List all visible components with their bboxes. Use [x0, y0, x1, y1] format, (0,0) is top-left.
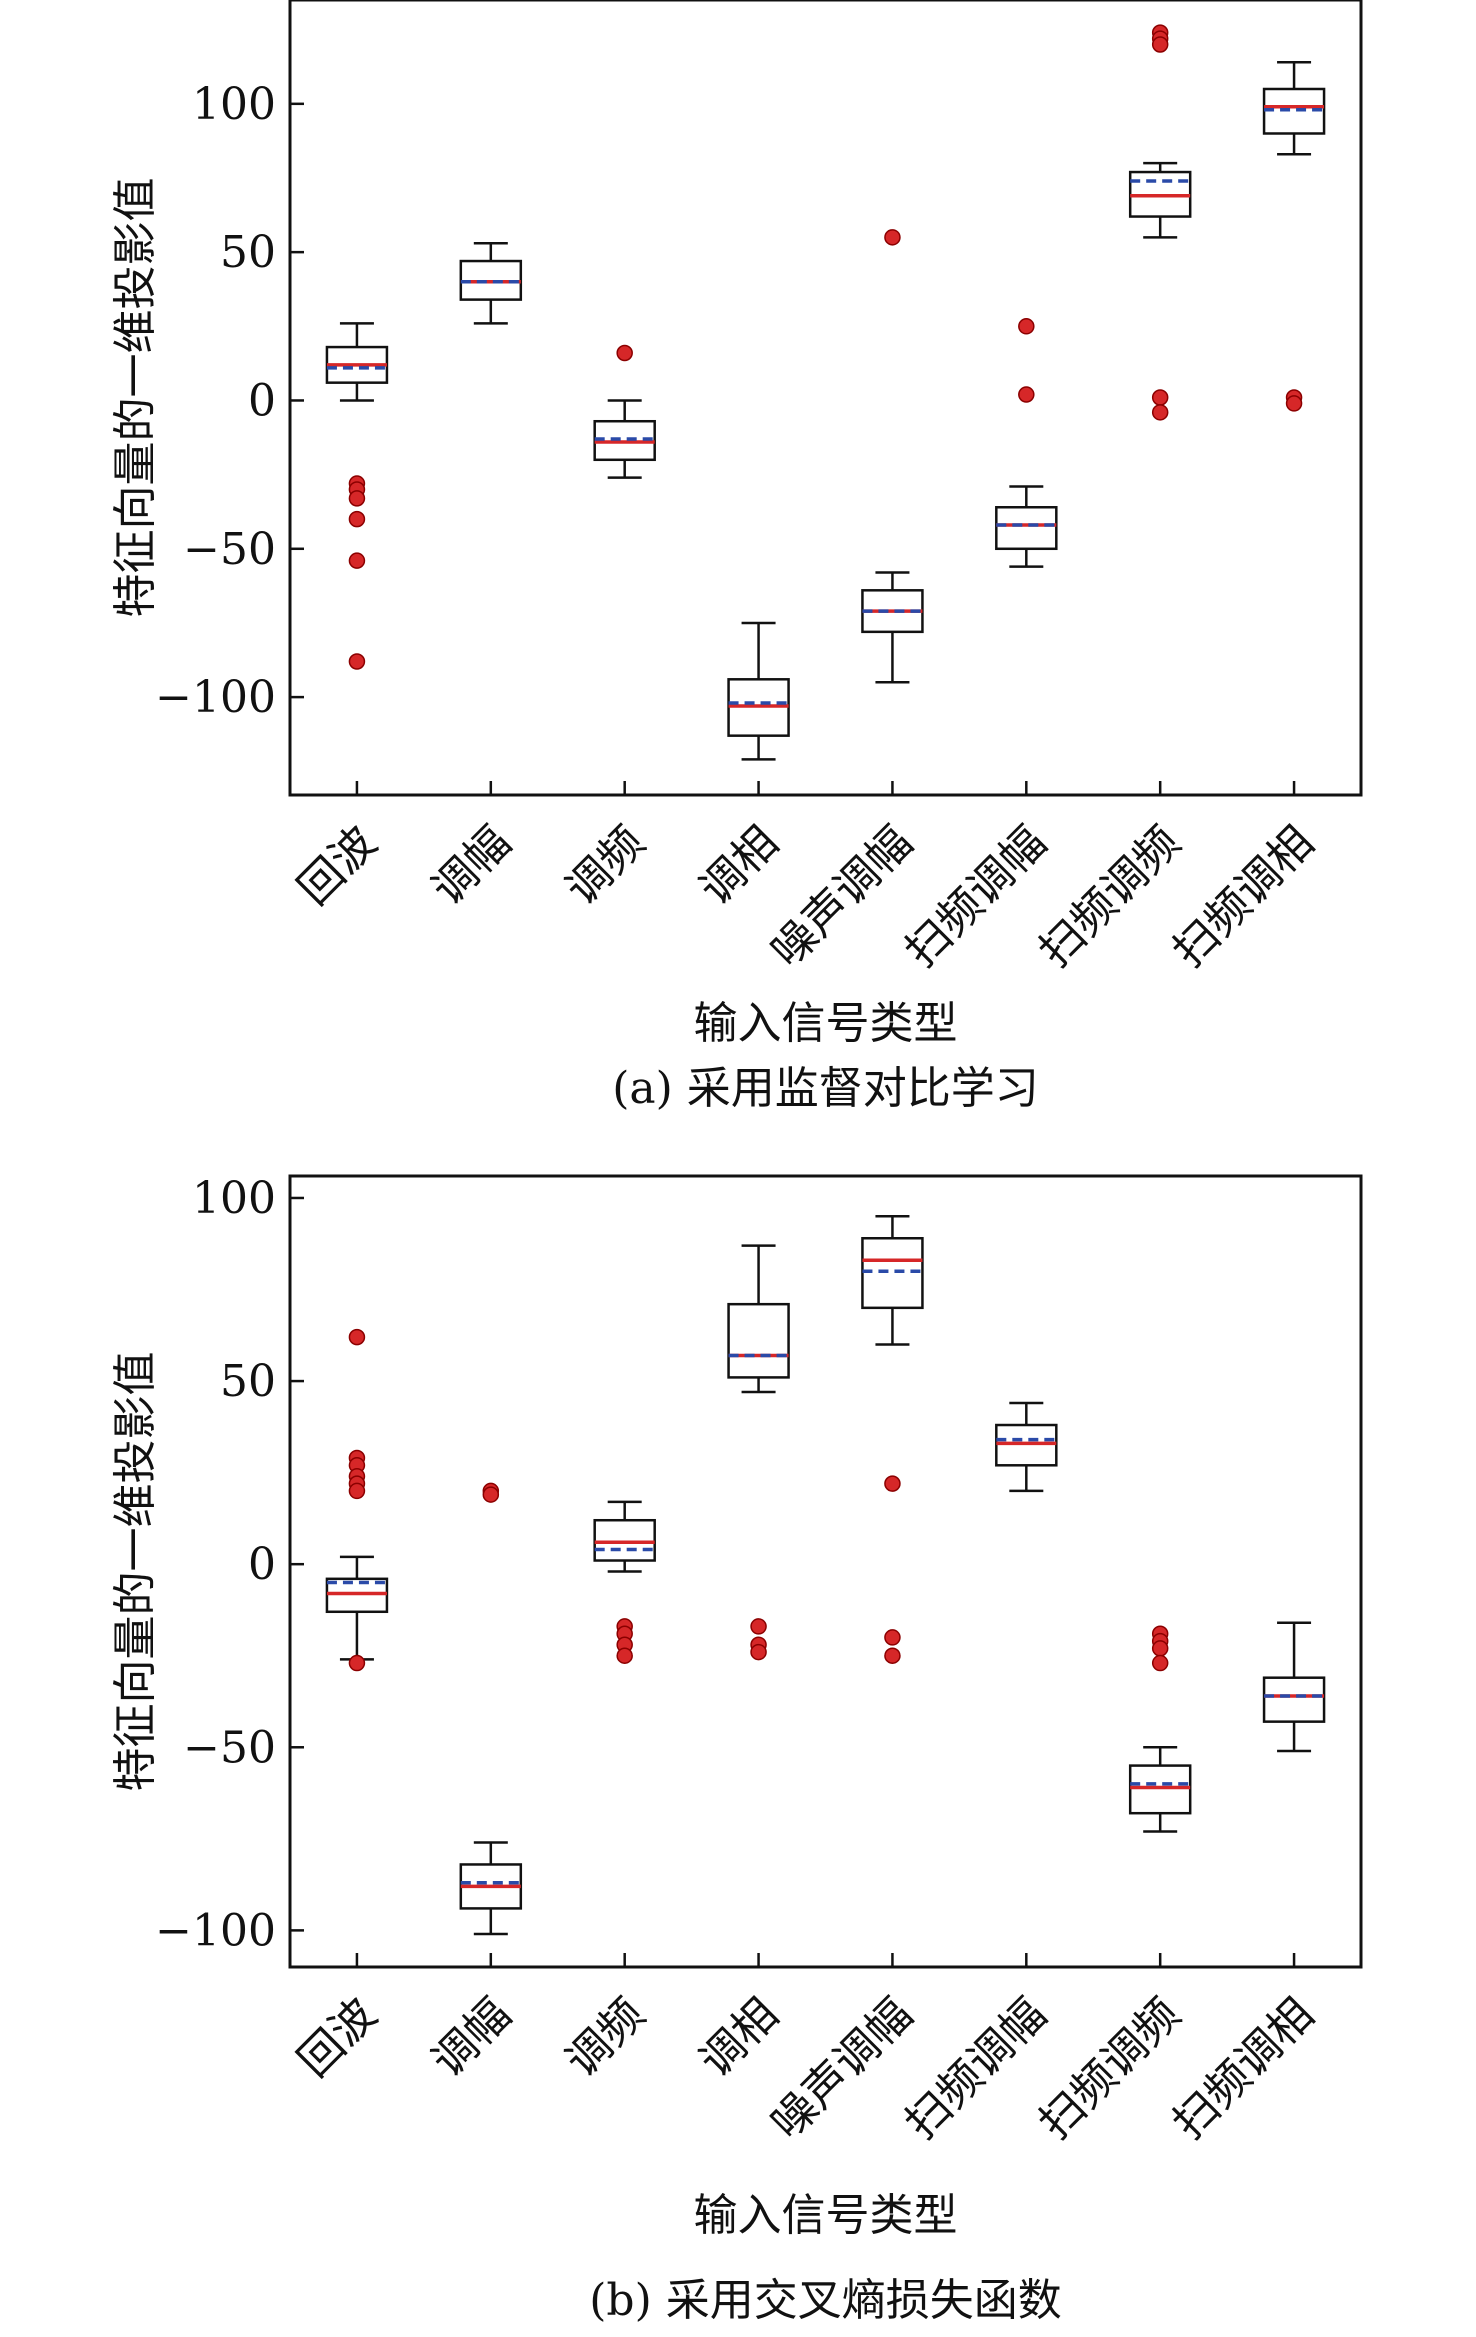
box-iqr — [995, 506, 1058, 551]
outlier-point — [1151, 36, 1169, 53]
box-iqr — [325, 1577, 389, 1614]
outlier-point — [1018, 386, 1035, 403]
box-iqr — [727, 1302, 790, 1379]
x-tick-label: 扫频调幅 — [896, 817, 1057, 978]
x-tick-label: 回波 — [288, 1989, 386, 2087]
box-iqr — [1128, 1764, 1192, 1815]
x-tick-label: 扫频调相 — [1163, 1989, 1324, 2150]
box-回波 — [325, 322, 389, 670]
outlier-point — [884, 229, 901, 246]
x-tick-label: 扫频调相 — [1163, 817, 1324, 978]
x-tick-label: 调幅 — [422, 1989, 520, 2087]
y-axis-label: 特征向量的一维投影值 — [110, 1352, 161, 1792]
x-axis-label: 输入信号类型 — [694, 998, 958, 1049]
box-扫频调幅 — [995, 1401, 1058, 1493]
figure-caption: (b) 采用交叉熵损失函数 — [589, 2275, 1061, 2326]
x-tick-label: 调频 — [556, 1989, 654, 2087]
outlier-point — [616, 344, 633, 362]
plot-frame — [288, 0, 1363, 797]
box-调相 — [727, 621, 790, 761]
x-tick-label: 扫频调频 — [1029, 1989, 1190, 2150]
x-tick-label: 回波 — [288, 817, 386, 915]
y-tick-label: 50 — [220, 227, 276, 278]
plot-frame — [288, 1174, 1363, 1969]
x-tick-label: 噪声调幅 — [762, 817, 923, 978]
outlier-point — [1151, 1640, 1169, 1657]
outlier-point — [348, 552, 366, 569]
y-tick-label: 100 — [192, 79, 276, 130]
box-调相 — [727, 1244, 790, 1661]
box-噪声调幅 — [861, 1215, 924, 1664]
box-扫频调幅 — [995, 318, 1058, 568]
outlier-point — [750, 1618, 767, 1635]
outlier-point — [482, 1486, 500, 1503]
outlier-point — [884, 1475, 901, 1492]
x-tick-label: 扫频调频 — [1029, 817, 1190, 978]
outlier-point — [884, 1629, 901, 1646]
outlier-point — [348, 653, 366, 670]
y-tick-label: −100 — [155, 1905, 276, 1956]
box-扫频调相 — [1262, 1621, 1326, 1753]
outlier-point — [348, 510, 366, 528]
outlier-point — [1151, 389, 1169, 406]
outlier-point — [750, 1643, 767, 1661]
box-iqr — [995, 1423, 1058, 1467]
x-tick-label: 调相 — [690, 817, 788, 915]
box-扫频调频 — [1128, 24, 1192, 421]
box-回波 — [325, 1328, 389, 1672]
box-iqr — [861, 1237, 924, 1310]
box-iqr — [1262, 1676, 1326, 1723]
y-tick-label: 100 — [192, 1173, 276, 1224]
outlier-point — [1151, 404, 1169, 421]
outlier-point — [616, 1647, 633, 1664]
y-tick-label: 0 — [248, 1539, 276, 1590]
y-tick-label: 50 — [220, 1356, 276, 1407]
outlier-point — [348, 1482, 366, 1500]
y-tick-label: −100 — [155, 672, 276, 723]
outlier-point — [1018, 318, 1035, 335]
box-调频 — [593, 344, 656, 479]
box-扫频调相 — [1262, 61, 1326, 412]
outlier-point — [348, 1654, 366, 1672]
x-tick-label: 噪声调幅 — [762, 1989, 923, 2150]
x-axis-label: 输入信号类型 — [694, 2190, 958, 2241]
box-噪声调幅 — [861, 229, 924, 684]
y-tick-label: 0 — [248, 375, 276, 426]
y-tick-label: −50 — [183, 1722, 276, 1773]
box-调频 — [593, 1500, 656, 1664]
outlier-point — [884, 1647, 901, 1664]
box-iqr — [593, 1518, 656, 1562]
figure-caption: (a) 采用监督对比学习 — [612, 1063, 1039, 1114]
outlier-point — [1285, 395, 1303, 412]
outlier-point — [348, 1328, 366, 1346]
outlier-point — [348, 490, 366, 507]
x-tick-label: 调频 — [556, 817, 654, 915]
box-调幅 — [459, 241, 523, 325]
y-axis-label: 特征向量的一维投影值 — [110, 178, 161, 618]
outlier-point — [1151, 1654, 1169, 1672]
y-tick-label: −50 — [183, 524, 276, 575]
x-tick-label: 调幅 — [422, 817, 520, 915]
x-tick-label: 调相 — [690, 1989, 788, 2087]
box-调幅 — [459, 1482, 523, 1936]
box-扫频调频 — [1128, 1625, 1192, 1833]
x-tick-label: 扫频调幅 — [896, 1989, 1057, 2150]
